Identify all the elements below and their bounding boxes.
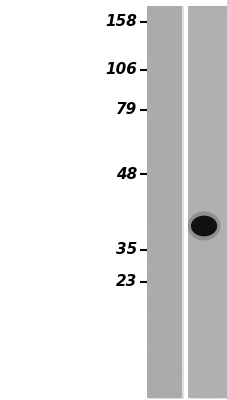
Text: 79: 79 bbox=[115, 102, 136, 118]
Bar bbox=[182, 6, 187, 398]
Text: 35: 35 bbox=[115, 242, 136, 258]
Bar bbox=[146, 6, 182, 398]
Text: 158: 158 bbox=[104, 14, 136, 30]
Text: 23: 23 bbox=[115, 274, 136, 290]
Bar bbox=[187, 6, 227, 398]
Text: 106: 106 bbox=[104, 62, 136, 78]
Ellipse shape bbox=[187, 212, 220, 240]
Text: 48: 48 bbox=[115, 166, 136, 182]
Ellipse shape bbox=[190, 216, 216, 236]
